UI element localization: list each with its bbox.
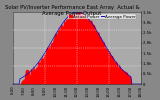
Legend: Actual Power, Average Power: Actual Power, Average Power	[68, 14, 136, 19]
Text: Solar PV/Inverter Performance East Array  Actual & Average Power Output: Solar PV/Inverter Performance East Array…	[5, 5, 139, 16]
